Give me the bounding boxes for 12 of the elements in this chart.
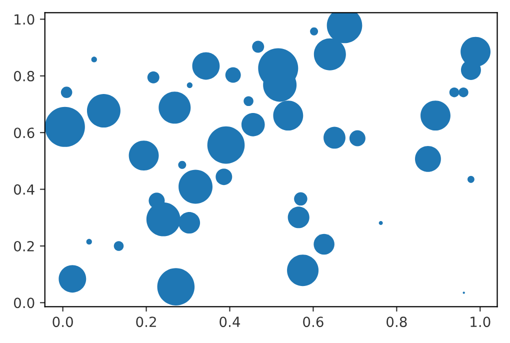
y-tick-label: 1.0 [14,14,34,25]
y-tick-label: 0.2 [14,240,34,252]
x-tick-label: 0.8 [386,316,407,328]
y-tick-label: 0.0 [14,298,34,308]
x-tick-label: 0.2 [136,316,156,328]
y-tick-label: 0.6 [14,128,34,138]
x-tick-label: 0.4 [220,316,240,328]
x-tick-label: 0.0 [52,316,73,328]
x-tick-label: 0.6 [303,316,324,328]
y-tick-label: 0.8 [14,70,34,82]
y-tick-label: 0.4 [14,184,34,195]
x-tick-label: 1.0 [470,316,490,328]
